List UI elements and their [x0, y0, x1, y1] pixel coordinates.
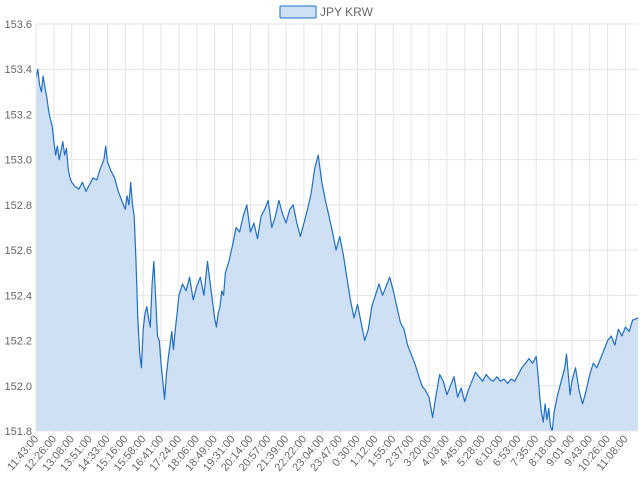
legend-swatch[interactable]	[279, 5, 317, 19]
y-tick-label: 153.6	[4, 19, 32, 31]
y-tick-label: 152.2	[4, 336, 32, 348]
legend-label[interactable]: JPY KRW	[320, 5, 374, 19]
series-line	[35, 68, 639, 432]
y-tick-label: 152.0	[4, 381, 32, 393]
y-tick-label: 152.4	[4, 290, 32, 302]
x-axis: 11:43:0012:26:0013:08:0013:51:0014:33:00…	[5, 430, 638, 474]
y-tick-label: 152.8	[4, 200, 32, 212]
y-axis: 151.8 152.0 152.2 152.4 152.6 152.8 153.0 153.2…	[4, 19, 37, 438]
series-area-fill	[36, 69, 638, 431]
y-tick-label: 152.6	[4, 245, 32, 257]
legend[interactable]: JPY KRW	[279, 5, 374, 19]
area-layer	[35, 68, 639, 432]
y-tick-label: 153.2	[4, 109, 32, 121]
y-tick-label: 151.8	[4, 426, 32, 438]
y-tick-label: 153.0	[4, 155, 32, 167]
y-tick-label: 153.4	[4, 64, 32, 76]
